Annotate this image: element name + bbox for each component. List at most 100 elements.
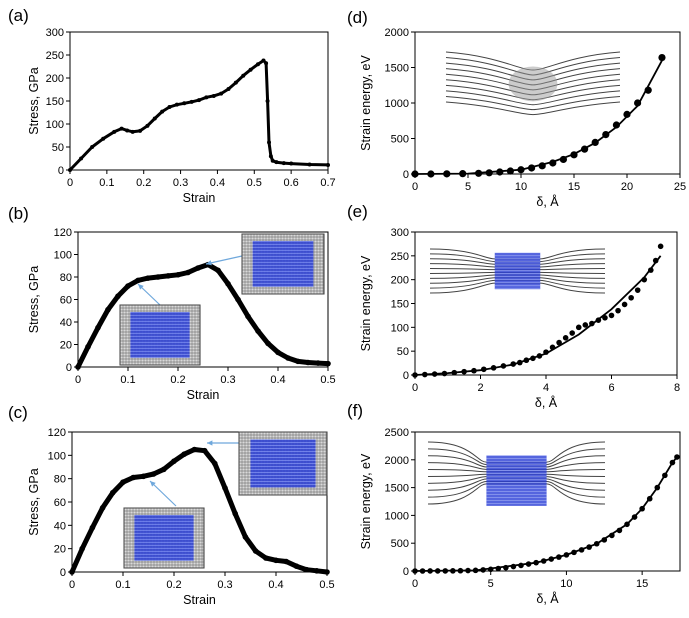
data-point [222, 485, 228, 491]
arrow-head [206, 260, 212, 266]
x-tick-label: 0.5 [320, 374, 335, 386]
data-point [211, 93, 216, 98]
arrow-head [207, 440, 213, 446]
y-tick-label: 0 [58, 165, 64, 177]
data-point [69, 569, 75, 575]
x-tick-label: 0 [69, 579, 75, 591]
data-point [480, 567, 486, 573]
x-tick-label: 0.2 [136, 177, 151, 189]
data-point [556, 554, 562, 560]
lattice-inset-image [445, 51, 621, 116]
x-tick-label: 5 [465, 181, 471, 193]
data-point [171, 458, 177, 464]
x-tick-label: 15 [636, 578, 648, 590]
x-tick-label: 0.4 [270, 374, 285, 386]
data-point [275, 349, 281, 356]
data-point [602, 130, 610, 139]
data-point [548, 556, 555, 562]
data-point [226, 87, 231, 92]
plot-frame [414, 431, 681, 572]
data-point [412, 568, 418, 574]
data-point [506, 167, 514, 175]
x-tick-label: 0.1 [120, 374, 135, 386]
x-tick-label: 0.5 [319, 579, 334, 591]
data-point [641, 276, 648, 283]
data-point [443, 170, 451, 178]
data-point [634, 287, 641, 293]
data-point [293, 563, 300, 569]
data-point [191, 446, 198, 453]
data-point [459, 170, 467, 178]
data-point [669, 459, 676, 466]
x-tick-label: 4 [543, 382, 549, 394]
y-tick-label: 100 [48, 450, 66, 462]
data-point [510, 361, 517, 367]
data-point [119, 126, 124, 131]
data-point [264, 61, 269, 66]
data-point [427, 170, 435, 178]
data-point [591, 138, 599, 147]
data-point [431, 371, 438, 377]
data-point [270, 158, 275, 163]
data-point [586, 544, 592, 550]
y-tick-label: 100 [46, 119, 64, 131]
data-point [242, 534, 249, 540]
data-point [120, 479, 126, 485]
lattice-inset-image [241, 233, 325, 295]
y-tick-label: 1500 [385, 483, 409, 495]
data-point [261, 58, 266, 63]
data-point [419, 568, 426, 574]
data-point [283, 558, 290, 565]
y-axis-title: Strain energy, eV [359, 453, 373, 549]
y-tick-label: 20 [54, 544, 66, 556]
data-point [160, 109, 165, 114]
data-point [595, 317, 602, 323]
panel-c: (c) 0 0.1 0.2 0.3 0.4 0.5 0 20 40 60 80 100 120 Strain… [8, 403, 335, 607]
data-point [101, 136, 106, 141]
data-point [495, 565, 502, 572]
data-point [523, 357, 530, 364]
data-point [248, 67, 253, 72]
data-point [185, 269, 191, 276]
arrow-head [150, 481, 156, 487]
y-tick-label: 20 [60, 340, 72, 352]
arrow-head [138, 284, 144, 290]
data-point [233, 80, 238, 85]
data-point [155, 274, 161, 280]
data-point [201, 447, 208, 454]
data-point [125, 128, 130, 133]
lattice-inset-image [238, 431, 328, 496]
data-point [517, 166, 525, 174]
x-tick-label: 0.4 [210, 177, 225, 189]
data-point [79, 545, 85, 552]
data-point [235, 296, 241, 303]
y-tick-label: 40 [54, 520, 66, 532]
data-point [303, 566, 310, 573]
data-point [305, 359, 311, 366]
data-point [79, 156, 84, 161]
data-point [182, 101, 187, 106]
data-point [315, 360, 321, 366]
y-axis-title: Strain energy, eV [359, 255, 373, 351]
data-point [549, 344, 556, 351]
data-point [105, 306, 111, 313]
data-point [563, 552, 570, 558]
y-axis-title: Stress, GPa [27, 67, 41, 134]
y-tick-label: 100 [54, 250, 72, 262]
data-point [99, 505, 106, 511]
x-tick-label: 0.6 [283, 177, 298, 189]
lattice-inset-image [119, 304, 201, 366]
data-point [570, 151, 578, 159]
panel-label: (c) [8, 403, 28, 422]
y-axis-title: Stress, GPa [27, 468, 41, 535]
y-tick-label: 1000 [385, 510, 409, 522]
data-point [652, 257, 659, 264]
data-point [571, 549, 577, 556]
data-point [130, 474, 136, 481]
data-point [608, 312, 615, 319]
data-point [639, 505, 645, 512]
data-point [110, 489, 116, 496]
y-tick-label: 500 [391, 134, 409, 146]
data-point [241, 73, 246, 78]
data-point [441, 370, 448, 377]
